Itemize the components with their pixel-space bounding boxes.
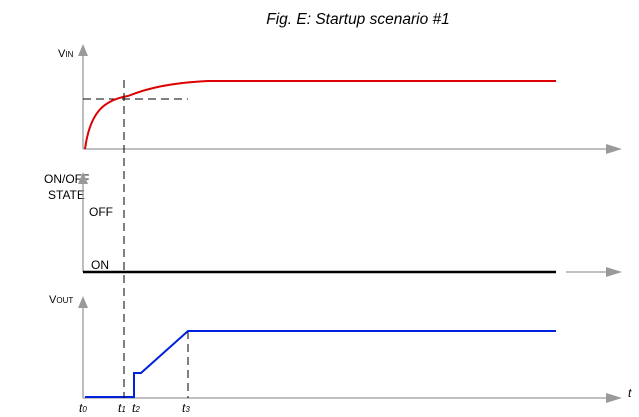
vin-panel: VIN <box>58 44 622 154</box>
vin-y-axis-arrow <box>78 44 88 56</box>
vout-panel: VOUT t <box>49 294 632 403</box>
off-state-label: OFF <box>89 205 113 219</box>
vin-axis-label: VIN <box>58 48 74 60</box>
vout-y-axis-arrow <box>78 296 88 308</box>
time-markers: t0 t1 t2 t3 <box>79 401 190 415</box>
vin-x-axis-arrow <box>606 144 622 154</box>
figure-title: Fig. E: Startup scenario #1 <box>266 11 450 28</box>
vin-trace <box>84 80 556 150</box>
vout-axis-label: VOUT <box>49 294 73 306</box>
time-marker-t0: t0 <box>79 401 87 415</box>
time-marker-t2: t2 <box>132 401 140 415</box>
vout-trace <box>85 330 556 398</box>
time-marker-t3: t3 <box>182 401 190 415</box>
onoff-label-line1: ON/OFF <box>44 172 89 186</box>
time-marker-t1: t1 <box>118 401 126 415</box>
time-axis-label: t <box>628 386 632 400</box>
onoff-panel: ON/OFF STATE OFF ON <box>44 172 622 277</box>
time-axis-arrow <box>606 393 622 403</box>
onoff-x-axis-arrow <box>606 267 622 277</box>
onoff-y-axis-arrow <box>78 172 88 184</box>
onoff-label-line2: STATE <box>48 188 85 202</box>
on-state-label: ON <box>91 258 109 272</box>
